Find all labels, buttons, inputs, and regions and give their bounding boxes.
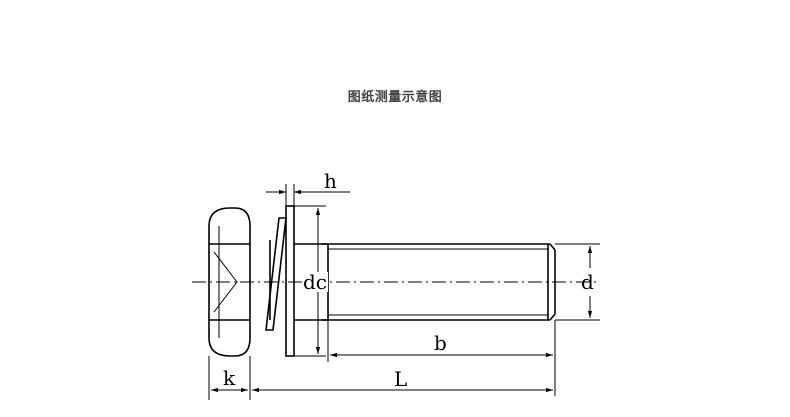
dimension-b: b [327,320,556,396]
spring-washer [265,217,287,331]
label-h: h [324,169,337,193]
dimension-d: d [555,243,600,321]
label-k: k [223,366,236,390]
dimension-h: h [266,169,350,206]
label-L: L [394,367,407,391]
diagram-caption: 图纸测量示意图 [347,90,443,105]
label-b: b [434,331,447,355]
hex-head [208,207,251,357]
dimension-L: L [252,367,553,393]
flat-washer [285,205,295,357]
dimension-dc: dc [294,205,328,357]
threaded-shank [322,243,556,321]
label-d: d [581,270,594,294]
label-dc: dc [303,270,327,294]
dimension-k: k [208,356,251,400]
